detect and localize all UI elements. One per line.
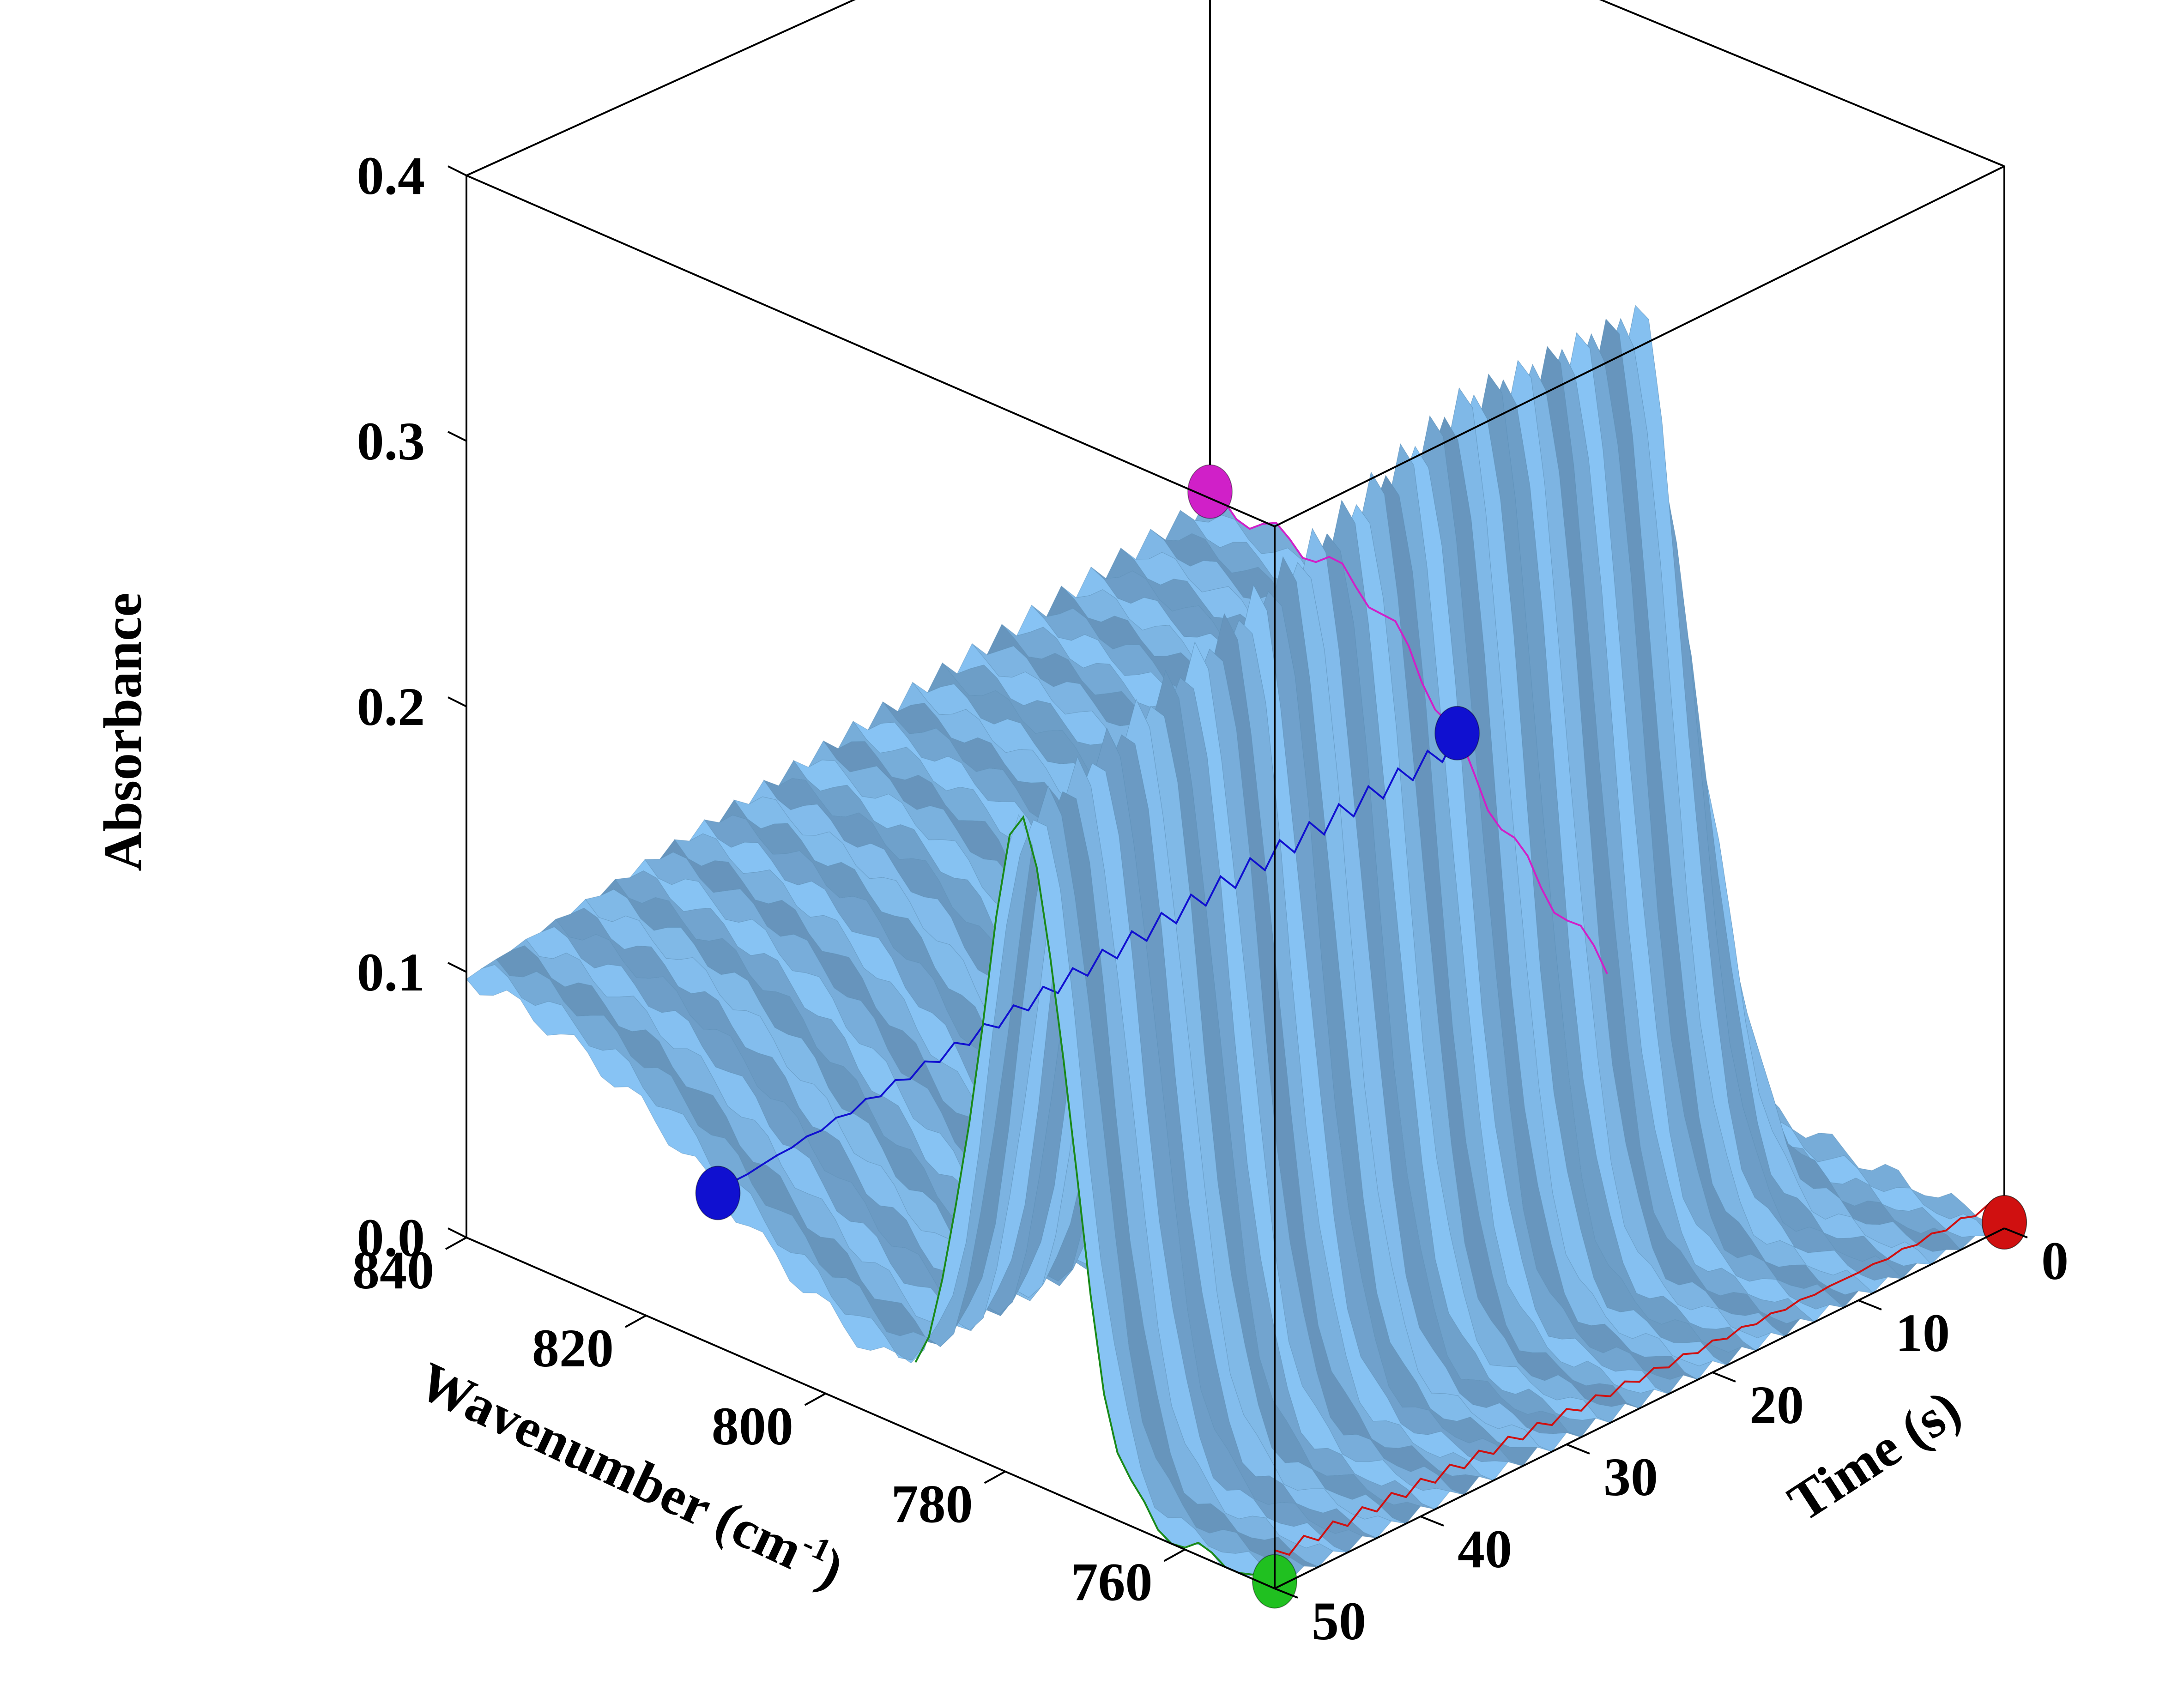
z-tick-label: 0.3	[357, 411, 425, 471]
x-tick-label: 800	[712, 1396, 793, 1456]
green-trace	[914, 815, 1266, 1576]
time-tick	[1420, 1516, 1444, 1527]
z-tick	[448, 1227, 467, 1238]
time-tick-label: 50	[1312, 1591, 1366, 1651]
time-tick-label: 0	[2041, 1231, 2069, 1291]
box-back-edge-1	[466, 0, 856, 176]
trace-markers	[695, 464, 2027, 1609]
wavenumber-axis-title: Wavenumber (cm-1)	[410, 1350, 853, 1600]
box-front-edge-5	[1274, 1227, 2005, 1589]
red-trace	[1274, 1201, 2005, 1556]
time-tick	[1274, 1588, 1298, 1599]
x-tick	[984, 1470, 1006, 1484]
wavenumber-axis-title-base: Wavenumber (cm	[410, 1350, 811, 1581]
time-axis-title: Time (s)	[1778, 1378, 1971, 1533]
box-front-edge-1	[466, 175, 1275, 527]
z-tick	[448, 696, 467, 707]
x-tick	[445, 1237, 467, 1250]
x-tick	[624, 1315, 647, 1328]
z-tick	[448, 962, 467, 973]
x-tick-label: 840	[352, 1240, 434, 1300]
marker-blue-back	[1434, 706, 1480, 761]
time-tick	[2004, 1227, 2028, 1238]
marker-red	[1982, 1195, 2027, 1250]
z-tick-label: 0.2	[357, 676, 425, 737]
box-front-edge-4	[466, 1237, 1275, 1589]
box-back-edge-2	[1599, 0, 2005, 167]
time-tick-label: 30	[1603, 1447, 1658, 1507]
time-tick	[1566, 1443, 1590, 1455]
x-tick	[1163, 1548, 1186, 1562]
z-tick-label: 0.0	[357, 1208, 425, 1268]
blue-trace	[717, 732, 1458, 1194]
x-tick-label: 780	[891, 1474, 973, 1534]
time-tick-label: 40	[1458, 1519, 1512, 1579]
marker-magenta	[1187, 464, 1233, 519]
x-tick-label: 820	[532, 1318, 614, 1378]
z-tick-label: 0.4	[357, 145, 425, 206]
time-tick	[1858, 1299, 1882, 1310]
x-tick-label: 760	[1071, 1552, 1153, 1612]
x-tick	[804, 1393, 826, 1406]
time-tick	[1712, 1371, 1736, 1383]
time-tick-label: 20	[1749, 1375, 1804, 1435]
z-tick	[448, 165, 467, 176]
z-tick	[448, 431, 467, 442]
axis-ticks	[445, 165, 2028, 1599]
surface-traces	[717, 491, 2005, 1576]
marker-blue-front	[695, 1166, 741, 1220]
absorbance-axis-title: Absorbance	[92, 592, 153, 871]
tick-labels: 0.0 0.1 0.2 0.3 0.4 840 820 800 780 760 0 10 20 30 40 5…	[352, 145, 2069, 1651]
time-tick-label: 10	[1895, 1303, 1950, 1363]
z-tick-label: 0.1	[357, 942, 425, 1002]
box-front-edges	[466, 165, 2005, 1589]
magenta-trace	[1209, 491, 1608, 974]
box-front-edge-2	[1274, 165, 2005, 527]
